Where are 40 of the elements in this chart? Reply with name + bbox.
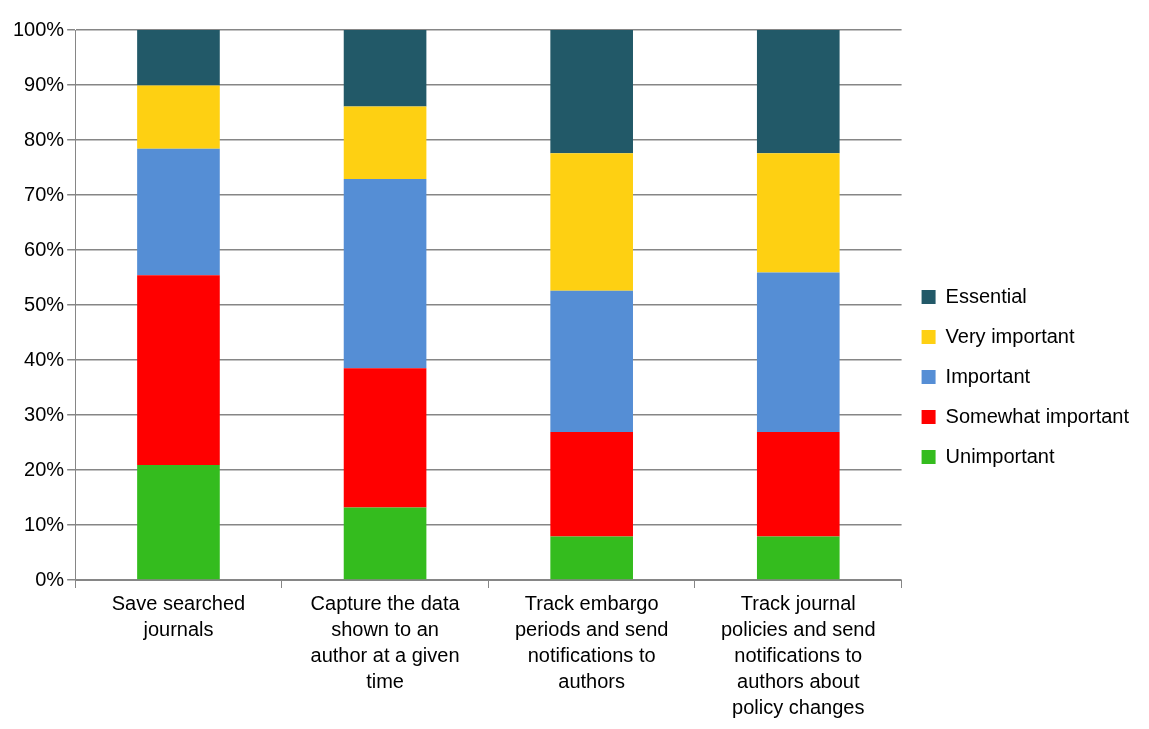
- y-tick-label: 40%: [24, 347, 65, 370]
- legend-label: Somewhat important: [945, 404, 1130, 427]
- legend-label: Unimportant: [945, 444, 1055, 467]
- bar: [756, 432, 840, 537]
- y-tick-label: 70%: [24, 182, 65, 205]
- y-tick-label: 60%: [24, 237, 65, 260]
- y-tick-label: 100%: [13, 17, 65, 40]
- y-tick-label: 30%: [24, 402, 65, 425]
- bar: [137, 30, 220, 86]
- y-tick-label: 80%: [24, 127, 65, 150]
- bar: [550, 30, 633, 154]
- bar: [550, 536, 633, 580]
- y-tick-label: 50%: [24, 292, 65, 315]
- bar: [756, 272, 840, 433]
- bar: [137, 275, 220, 466]
- bar: [550, 290, 633, 433]
- y-tick-label: 20%: [24, 457, 65, 480]
- bar: [343, 368, 427, 508]
- y-tick-label: 90%: [24, 72, 65, 95]
- x-tick-label: Track journal policies and send notifications to authors about policy changes: [721, 591, 876, 718]
- bar: [756, 536, 840, 580]
- bar: [343, 507, 427, 580]
- x-tick-label: Save searched journals: [111, 591, 246, 640]
- bar: [137, 85, 220, 149]
- y-tick-label: 0%: [35, 567, 65, 590]
- bar: [137, 148, 220, 276]
- x-tick-label: Capture the data shown to an author at a given time: [310, 591, 461, 692]
- bar: [137, 465, 220, 580]
- y-tick-label: 10%: [24, 512, 65, 535]
- legend-label: Important: [945, 364, 1031, 387]
- bar: [756, 30, 840, 154]
- bar: [343, 106, 427, 180]
- bar: [550, 153, 633, 291]
- bar: [343, 30, 427, 107]
- bar: [550, 432, 633, 537]
- legend-label: Very important: [945, 324, 1075, 347]
- bar: [756, 153, 840, 273]
- bar: [343, 179, 427, 369]
- legend-label: Essential: [945, 284, 1027, 307]
- x-tick-label: Track embargo periods and send notifications to authors: [514, 591, 669, 692]
